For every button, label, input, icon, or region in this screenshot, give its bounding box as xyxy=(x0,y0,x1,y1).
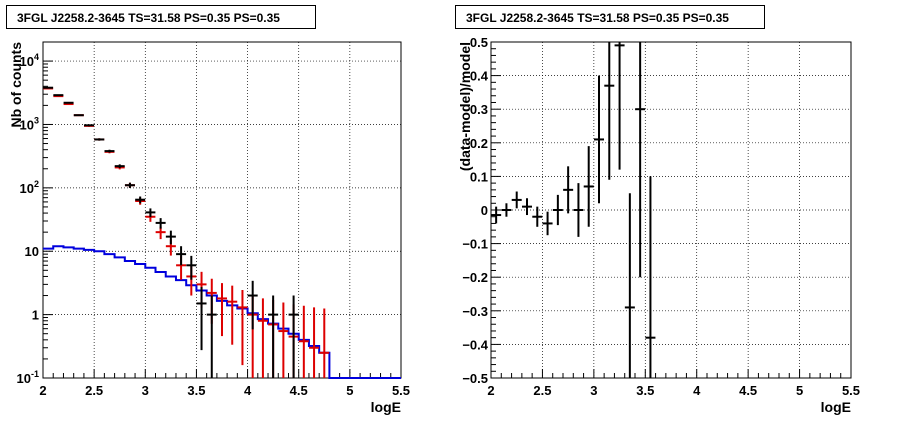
y-tick-label: −0.1 xyxy=(462,237,488,252)
y-tick-label: 0.4 xyxy=(470,69,489,84)
x-tick-label: 3.5 xyxy=(636,383,654,398)
counts-panel: 2 2.5 3 3.5 4 4.5 5 5.5 10-1 1 10 102 103 104 logE Nb o… xyxy=(8,41,410,415)
x-tick-label: 2.5 xyxy=(85,383,103,398)
y-tick-label: 103 xyxy=(20,115,39,132)
y-tick-label: 10-1 xyxy=(17,369,39,386)
y-tick-label: 0.2 xyxy=(470,136,488,151)
x-tick-label: 4 xyxy=(693,383,701,398)
x-tick-label: 4.5 xyxy=(290,383,308,398)
y-tick-label: 0 xyxy=(481,203,488,218)
x-tick-label: 3 xyxy=(142,383,149,398)
y-tick-label: 0.3 xyxy=(470,102,488,117)
counts-title-text: 3FGL J2258.2-3645 TS=31.58 PS=0.35 PS=0.… xyxy=(17,11,280,25)
y-tick-label: 104 xyxy=(20,52,39,69)
counts-title: 3FGL J2258.2-3645 TS=31.58 PS=0.35 PS=0.… xyxy=(6,5,316,29)
y-tick-label: 102 xyxy=(20,179,39,196)
plot-frame xyxy=(42,41,402,379)
x-tick-label: 5 xyxy=(796,383,803,398)
y-tick-label: 1 xyxy=(32,308,39,323)
y-tick-label: −0.3 xyxy=(462,304,488,319)
x-tick-label: 4 xyxy=(244,383,252,398)
y-tick-label: −0.5 xyxy=(462,371,488,386)
y-tick-label: 0.5 xyxy=(470,35,488,50)
residuals-title-text: 3FGL J2258.2-3645 TS=31.58 PS=0.35 PS=0.… xyxy=(466,11,729,25)
x-tick-label: 2.5 xyxy=(533,383,551,398)
y-tick-label: 0.1 xyxy=(470,169,488,184)
x-tick-label: 3.5 xyxy=(187,383,205,398)
x-tick-label: 5.5 xyxy=(392,383,410,398)
residuals-panel: 2 2.5 3 3.5 4 4.5 5 5.5 −0.5 −0.4 −0.3 −0.2 −0.1 0 0.1… xyxy=(457,35,860,415)
x-axis-label: logE xyxy=(371,399,401,415)
residuals-title: 3FGL J2258.2-3645 TS=31.58 PS=0.35 PS=0.… xyxy=(455,5,765,29)
y-axis-label: (data-model)/model xyxy=(457,42,473,171)
y-tick-label: −0.2 xyxy=(462,270,488,285)
x-axis-label: logE xyxy=(821,399,851,415)
x-tick-label: 2 xyxy=(39,383,46,398)
y-axis-label: Nb of counts xyxy=(8,42,24,128)
y-tick-label: −0.4 xyxy=(462,337,488,352)
x-tick-label: 2 xyxy=(487,383,494,398)
y-tick-label: 10 xyxy=(25,244,39,259)
x-tick-label: 3 xyxy=(590,383,597,398)
x-tick-label: 5 xyxy=(346,383,353,398)
x-tick-label: 4.5 xyxy=(739,383,757,398)
x-tick-label: 5.5 xyxy=(842,383,860,398)
